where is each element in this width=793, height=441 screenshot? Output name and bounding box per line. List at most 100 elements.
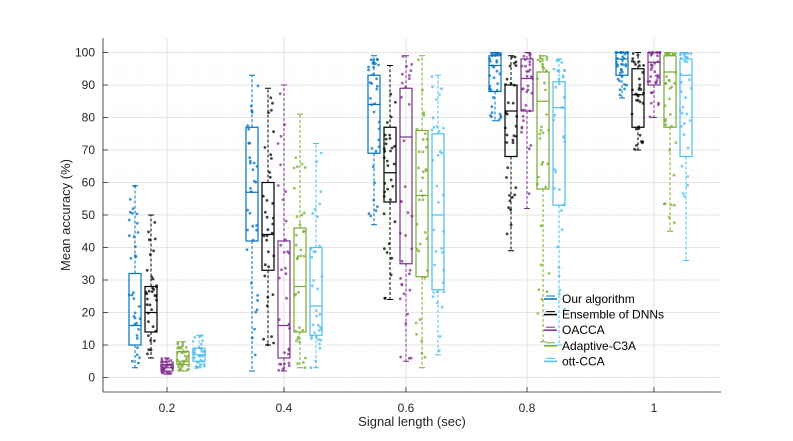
data-point	[681, 105, 685, 109]
data-point	[266, 228, 270, 232]
data-point	[506, 166, 510, 170]
data-point	[507, 206, 510, 210]
data-point	[407, 103, 411, 106]
data-point	[400, 282, 404, 286]
box	[176, 350, 190, 366]
data-point	[525, 90, 529, 94]
data-point	[543, 81, 546, 85]
data-point	[552, 67, 556, 71]
data-point	[417, 249, 421, 253]
data-point	[403, 185, 407, 189]
data-point	[177, 365, 180, 368]
data-point	[430, 128, 434, 132]
data-point	[638, 100, 642, 104]
data-point	[271, 293, 275, 296]
x-tick-label: 0.4	[276, 401, 293, 415]
data-point	[545, 69, 548, 73]
data-point	[560, 61, 564, 64]
data-point	[670, 85, 673, 89]
data-point	[255, 308, 259, 312]
data-point	[560, 209, 563, 213]
data-point	[185, 357, 189, 360]
data-point	[649, 91, 653, 95]
legend-item: Adaptive-C3A	[544, 339, 636, 353]
box	[293, 227, 307, 333]
data-point	[319, 190, 323, 194]
data-point	[664, 51, 668, 55]
data-point	[265, 215, 269, 219]
data-point	[376, 205, 379, 209]
data-point	[382, 212, 386, 216]
data-point	[252, 161, 256, 165]
data-point	[133, 322, 137, 326]
data-point	[284, 190, 287, 194]
data-point	[386, 187, 389, 191]
data-point	[393, 220, 397, 224]
box	[144, 285, 158, 333]
box	[520, 58, 534, 112]
data-point	[529, 75, 533, 78]
data-point	[672, 52, 676, 56]
data-point	[145, 292, 149, 296]
data-point	[199, 342, 203, 346]
x-tick-label: 0.2	[159, 401, 176, 415]
data-point	[417, 58, 420, 62]
data-point	[505, 141, 509, 144]
data-point	[438, 150, 442, 154]
data-point	[557, 82, 561, 85]
data-point	[423, 355, 427, 359]
data-point	[153, 221, 157, 224]
legend-item: Ensemble of DNNs	[544, 308, 664, 322]
data-point	[299, 254, 303, 258]
data-point	[286, 250, 290, 254]
data-point	[248, 141, 252, 145]
data-point	[529, 144, 533, 147]
data-point	[631, 57, 635, 60]
data-point	[541, 160, 545, 164]
data-point	[251, 168, 255, 172]
legend-label: Adaptive-C3A	[562, 339, 636, 353]
data-point	[408, 288, 412, 292]
data-point	[528, 68, 532, 72]
data-point	[527, 147, 531, 151]
data-point	[318, 202, 322, 206]
data-point	[160, 357, 164, 360]
data-point	[431, 116, 435, 120]
boxplot-ott-cca-0-4	[309, 143, 323, 369]
data-point	[563, 69, 567, 72]
legend-item: OACCA	[544, 323, 605, 337]
data-point	[539, 128, 543, 132]
data-point	[495, 69, 499, 73]
data-point	[146, 297, 149, 301]
data-point	[492, 65, 496, 69]
data-point	[434, 250, 438, 253]
data-point	[284, 272, 288, 276]
data-point	[310, 255, 314, 259]
data-point	[513, 55, 517, 59]
data-point	[147, 230, 150, 234]
data-point	[638, 133, 642, 137]
data-point	[641, 71, 645, 74]
data-point	[201, 339, 204, 342]
data-point	[635, 144, 638, 147]
data-point	[161, 360, 165, 364]
data-point	[432, 291, 435, 294]
data-point	[514, 186, 518, 190]
data-point	[374, 149, 378, 153]
data-point	[422, 111, 426, 115]
data-point	[440, 305, 444, 309]
data-point	[432, 228, 436, 232]
data-point	[438, 93, 441, 96]
data-point	[272, 130, 275, 134]
data-point	[400, 72, 404, 76]
data-point	[187, 367, 191, 371]
y-tick-label: 0	[88, 371, 95, 385]
data-point	[679, 51, 683, 55]
data-point	[133, 311, 137, 315]
data-point	[406, 312, 409, 316]
data-point	[178, 361, 182, 365]
data-point	[442, 126, 445, 130]
box	[277, 240, 291, 359]
data-point	[537, 175, 540, 179]
data-point	[649, 101, 653, 105]
